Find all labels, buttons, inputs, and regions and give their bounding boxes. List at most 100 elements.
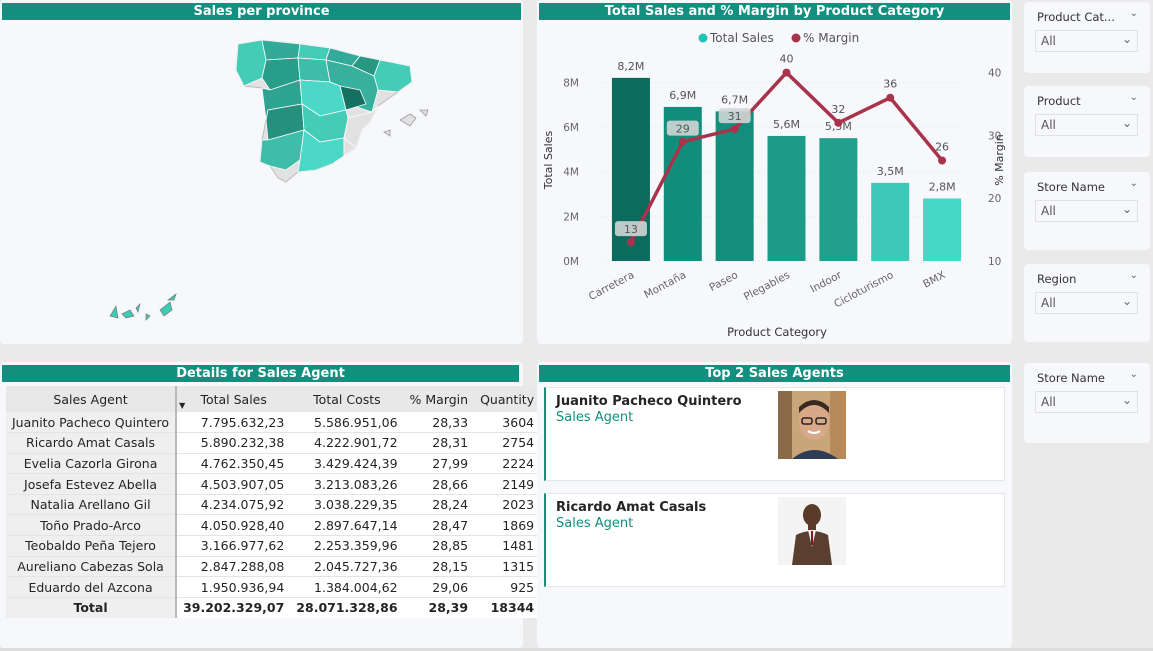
- slicer-store-name-2[interactable]: Store Name ⌄ All ⌄: [1024, 363, 1150, 443]
- slicer-store-name[interactable]: Store Name ⌄ All ⌄: [1024, 172, 1150, 250]
- line-data-label: 29: [676, 123, 690, 136]
- spain-map[interactable]: [0, 0, 523, 344]
- table-header-row: Sales Agent ▼ Total Sales Total Costs % M…: [6, 386, 541, 412]
- map-visual[interactable]: Sales per province: [0, 0, 523, 344]
- x-tick-label: Paseo: [707, 269, 740, 294]
- margin-point: [782, 68, 791, 77]
- y-tick-label: 8M: [563, 77, 579, 89]
- column-header-quantity[interactable]: Quantity: [474, 386, 541, 412]
- y-tick-label: 2M: [563, 211, 579, 223]
- cell-sales-agent: Eduardo del Azcona: [6, 576, 178, 598]
- chevron-down-icon: ⌄: [1121, 116, 1132, 130]
- combo-chart-visual[interactable]: Total Sales and % Margin by Product Cate…: [537, 0, 1012, 344]
- column-header-total-costs[interactable]: Total Costs: [290, 386, 404, 412]
- slicer-region[interactable]: Region ⌄ All ⌄: [1024, 264, 1150, 342]
- table-row[interactable]: Toño Prado-Arco 4.050.928,40 2.897.647,14 2…: [6, 514, 541, 537]
- legend-marker-margin: [791, 33, 801, 43]
- table-row[interactable]: Juanito Pacheco Quintero 7.795.632,23 5.58…: [6, 412, 541, 434]
- margin-point: [730, 125, 739, 134]
- agent-card[interactable]: Juanito Pacheco Quintero Sales Agent: [544, 387, 1005, 481]
- line-data-label: 36: [883, 78, 897, 91]
- cell-sales-agent: Teobaldo Peña Tejero: [6, 535, 178, 557]
- table-row[interactable]: Evelia Cazorla Girona 4.762.350,45 3.429.4…: [6, 453, 541, 475]
- province-andalucia-w: [259, 129, 305, 171]
- cell-sales-agent: Aureliano Cabezas Sola: [6, 556, 178, 578]
- slicer-product[interactable]: Product ⌄ All ⌄: [1024, 86, 1150, 157]
- chevron-down-icon[interactable]: ⌄: [1129, 92, 1138, 103]
- chevron-down-icon: ⌄: [1121, 202, 1132, 216]
- sales-agent-table[interactable]: Sales Agent ▼ Total Sales Total Costs % M…: [6, 386, 541, 618]
- table-total-row: Total 39.202.329,07 28.071.328,86 28,39 1834…: [6, 597, 541, 618]
- y-axis-title: Total Sales: [542, 131, 555, 191]
- agents-title: Top 2 Sales Agents: [539, 365, 1010, 382]
- agent-role: Sales Agent: [556, 410, 634, 425]
- top-agents-visual[interactable]: Top 2 Sales Agents Juanito Pacheco Quint…: [537, 362, 1012, 648]
- table-row[interactable]: Josefa Estevez Abella 4.503.907,05 3.213.0…: [6, 473, 541, 495]
- page-bottom-border: [0, 648, 1153, 651]
- cell-total-sales: 4.050.928,40: [176, 514, 291, 537]
- slicer-dropdown[interactable]: All ⌄: [1035, 30, 1138, 52]
- cell-quantity: 1869: [474, 514, 541, 537]
- cell-total-costs: 3.213.083,26: [290, 473, 404, 495]
- table-row[interactable]: Teobaldo Peña Tejero 3.166.977,62 2.253.35…: [6, 535, 541, 557]
- agent-card[interactable]: Ricardo Amat Casals Sales Agent: [544, 493, 1005, 587]
- cell-quantity: 925: [474, 576, 541, 598]
- bar-data-label: 5,6M: [773, 118, 800, 131]
- cell-quantity: 2149: [474, 473, 541, 495]
- x-tick-label: BMX: [921, 269, 947, 291]
- column-header-total-sales[interactable]: ▼ Total Sales: [176, 386, 291, 412]
- table-row[interactable]: Ricardo Amat Casals 5.890.232,38 4.222.901…: [6, 432, 541, 454]
- cell-margin: 28,39: [403, 597, 475, 618]
- chevron-down-icon[interactable]: ⌄: [1129, 270, 1138, 281]
- cell-quantity: 2754: [474, 432, 541, 454]
- province-andalucia-e: [297, 129, 345, 173]
- chevron-down-icon[interactable]: ⌄: [1129, 178, 1138, 189]
- x-axis-title: Product Category: [727, 325, 827, 339]
- cell-total-costs: 2.253.359,96: [290, 535, 404, 557]
- chevron-down-icon: ⌄: [1121, 32, 1132, 46]
- cell-margin: 28,33: [403, 412, 475, 434]
- cell-quantity: 1315: [474, 556, 541, 578]
- table-row[interactable]: Natalia Arellano Gil 4.234.075,92 3.038.22…: [6, 494, 541, 516]
- agent-role: Sales Agent: [556, 516, 634, 531]
- cell-quantity: 1481: [474, 535, 541, 557]
- combo-chart[interactable]: 0M 2M 4M 6M 8M 10 20 30 40 8,2M Carretera 6,9M Monta…: [537, 0, 1012, 344]
- slicer-value: All: [1041, 395, 1056, 409]
- y-tick-label: 4M: [563, 167, 579, 179]
- cell-total-costs: 2.897.647,14: [290, 514, 404, 537]
- slicer-product-category[interactable]: Product Cat... ⌄ All ⌄: [1024, 2, 1150, 73]
- slicer-dropdown[interactable]: All ⌄: [1035, 200, 1138, 222]
- slicer-label: Region: [1037, 272, 1077, 286]
- cell-sales-agent: Total: [6, 597, 178, 618]
- column-header-sales-agent[interactable]: Sales Agent: [6, 386, 178, 412]
- cell-total-sales: 39.202.329,07: [176, 597, 291, 618]
- table-row[interactable]: Eduardo del Azcona 1.950.936,94 1.384.004,…: [6, 576, 541, 598]
- map-title: Sales per province: [2, 3, 521, 20]
- province-burgos: [297, 57, 331, 83]
- line-label-bg: [614, 221, 647, 237]
- cell-sales-agent: Ricardo Amat Casals: [6, 432, 178, 454]
- slicer-dropdown[interactable]: All ⌄: [1035, 292, 1138, 314]
- bar: [871, 182, 910, 261]
- legend-marker-total-sales: [698, 33, 708, 43]
- cell-margin: 28,47: [403, 514, 475, 537]
- cell-total-sales: 7.795.632,23: [176, 412, 291, 434]
- agent-photo: [778, 497, 846, 565]
- slicer-label: Store Name: [1037, 371, 1105, 385]
- chevron-down-icon[interactable]: ⌄: [1129, 369, 1138, 380]
- column-header-margin[interactable]: % Margin: [403, 386, 475, 412]
- line-label-bg: [718, 108, 751, 124]
- slicer-dropdown[interactable]: All ⌄: [1035, 114, 1138, 136]
- sales-agent-table-visual[interactable]: Details for Sales Agent Sales Agent ▼ Tot…: [0, 362, 541, 648]
- x-tick-label: Montaña: [642, 269, 688, 301]
- y2-tick-label: 30: [988, 130, 1001, 142]
- y-tick-label: 6M: [563, 122, 579, 134]
- chevron-down-icon[interactable]: ⌄: [1129, 8, 1138, 19]
- bar-data-label: 3,5M: [877, 165, 904, 178]
- line-label-bg: [666, 120, 699, 136]
- slicer-label: Store Name: [1037, 180, 1105, 194]
- cell-total-costs: 3.429.424,39: [290, 453, 404, 475]
- slicer-dropdown[interactable]: All ⌄: [1035, 391, 1138, 413]
- table-row[interactable]: Aureliano Cabezas Sola 2.847.288,08 2.045.…: [6, 556, 541, 578]
- bar: [923, 198, 962, 261]
